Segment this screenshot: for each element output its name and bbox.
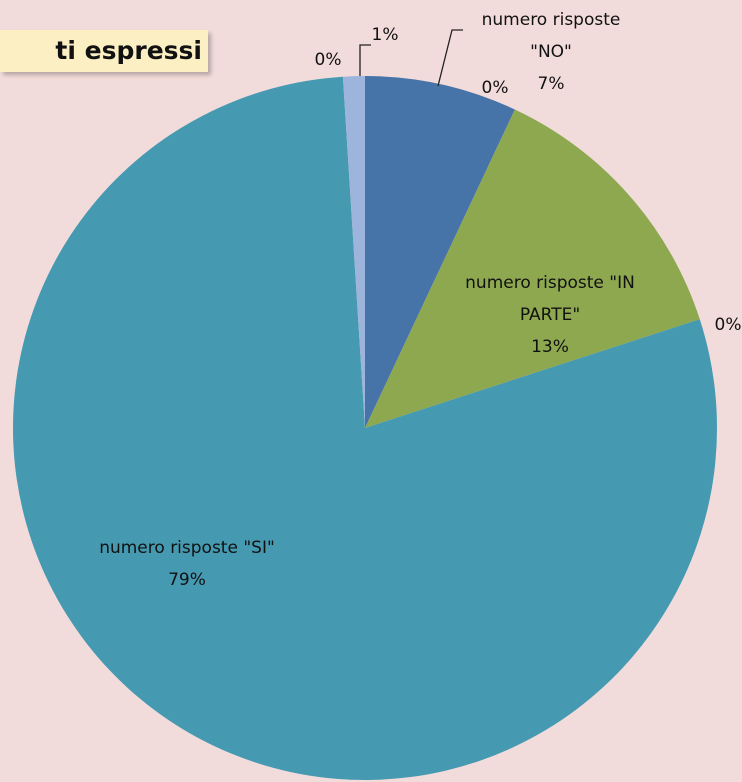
data-label: 0% <box>708 309 742 341</box>
data-label: numero risposte "IN PARTE" 13% <box>445 267 655 363</box>
pie-slice <box>365 76 515 428</box>
leader-line <box>359 44 371 76</box>
value-label: 79% <box>168 570 206 590</box>
value-label: 13% <box>531 337 569 357</box>
pie-slice <box>13 76 718 781</box>
pie-slice <box>342 76 365 428</box>
data-label: 0% <box>475 72 515 104</box>
leader-line <box>437 29 463 87</box>
value-label: 0% <box>481 78 509 98</box>
pie-slice <box>365 109 700 428</box>
category-label: numero risposte "SI" <box>99 538 275 558</box>
value-label: 1% <box>371 25 399 45</box>
data-label: 1% <box>365 19 405 51</box>
chart-title: ti espressi <box>0 30 208 72</box>
pie <box>13 76 718 781</box>
value-label: 0% <box>314 50 342 70</box>
data-label: numero risposte "NO" 7% <box>476 4 626 100</box>
category-label: numero risposte "IN PARTE" <box>465 273 635 325</box>
category-label: numero risposte "NO" <box>481 10 621 62</box>
value-label: 0% <box>714 315 742 335</box>
data-label: 0% <box>308 44 348 76</box>
data-label: numero risposte "SI" 79% <box>52 532 322 596</box>
value-label: 7% <box>537 74 565 94</box>
